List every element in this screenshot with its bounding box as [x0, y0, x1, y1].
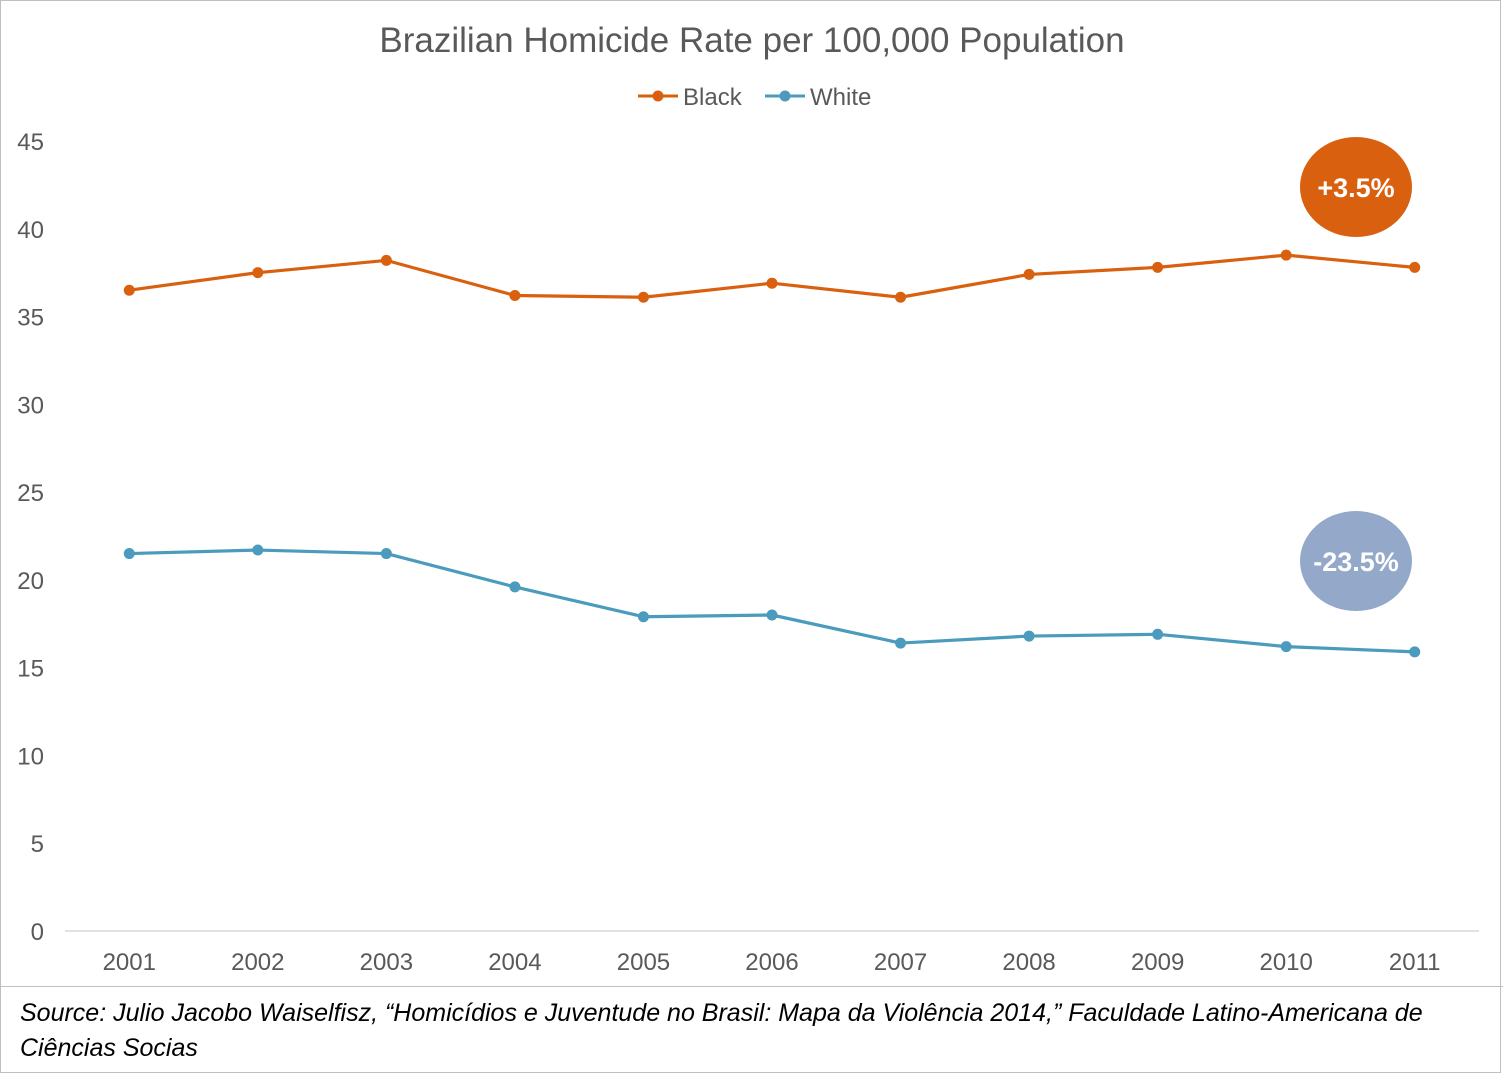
data-point-black [766, 277, 778, 289]
x-tick-label: 2007 [874, 949, 927, 976]
data-point-white [766, 609, 778, 621]
data-point-white [637, 611, 649, 623]
x-tick-label: 2008 [1002, 949, 1055, 976]
data-point-white [252, 544, 264, 556]
data-point-black [380, 254, 392, 266]
legend-item-white: White [765, 84, 871, 111]
data-point-white [1409, 646, 1421, 658]
x-tick-label: 2003 [360, 949, 413, 976]
y-tick-label: 25 [17, 480, 44, 507]
source-citation: Source: Julio Jacobo Waiselfisz, “Homicí… [20, 999, 1423, 1062]
data-point-white [1280, 641, 1292, 653]
data-point-black [637, 291, 649, 303]
data-point-black [123, 284, 135, 296]
legend-item-black: Black [638, 84, 743, 111]
series-black [123, 249, 1421, 303]
legend-label-white: White [810, 84, 871, 111]
x-axis: 2001 2002 2003 2004 2005 2006 2007 2008 2009 2010… [103, 949, 1441, 976]
source-box [0, 986, 1503, 1075]
data-point-white [380, 548, 392, 560]
annotation-white-change: -23.5% [1300, 511, 1412, 611]
data-point-white [895, 637, 907, 649]
x-tick-label: 2011 [1389, 949, 1441, 976]
y-tick-label: 5 [31, 831, 44, 858]
chart: Brazilian Homicide Rate per 100,000 Popu… [17, 21, 1479, 976]
data-point-black [1280, 249, 1292, 261]
x-tick-label: 2001 [103, 949, 156, 976]
x-tick-label: 2002 [231, 949, 284, 976]
annotation-bubble-black [1300, 137, 1412, 237]
series-line-black [129, 253, 1415, 299]
data-point-white [1023, 630, 1035, 642]
legend-label-black: Black [683, 84, 743, 111]
data-point-white [1152, 628, 1164, 640]
annotation-bubble-white [1300, 511, 1412, 611]
data-point-black [1409, 261, 1421, 273]
annotation-black-change: +3.5% [1300, 137, 1412, 237]
y-tick-label: 20 [17, 568, 44, 595]
chart-title: Brazilian Homicide Rate per 100,000 Popu… [379, 21, 1124, 60]
x-tick-label: 2010 [1259, 949, 1312, 976]
series-line-white [129, 548, 1415, 654]
legend: Black White [638, 84, 871, 111]
data-point-black [895, 291, 907, 303]
series-white [123, 544, 1421, 658]
y-tick-label: 30 [17, 392, 44, 419]
data-point-white [123, 548, 135, 560]
y-tick-label: 45 [17, 129, 44, 156]
data-point-black [1023, 268, 1035, 280]
y-tick-label: 0 [31, 919, 44, 946]
data-point-white [509, 581, 521, 593]
series-layer [123, 249, 1421, 658]
y-tick-label: 10 [17, 743, 44, 770]
data-point-black [252, 267, 264, 279]
x-tick-label: 2006 [745, 949, 798, 976]
annotation-label-black: +3.5% [1317, 173, 1394, 203]
data-point-black [1152, 261, 1164, 273]
annotation-label-white: -23.5% [1313, 547, 1399, 577]
legend-marker-white [779, 90, 791, 102]
data-point-black [509, 289, 521, 301]
y-tick-label: 35 [17, 305, 44, 332]
y-axis: 0 5 10 15 20 25 30 35 40 45 [17, 129, 44, 946]
x-tick-label: 2009 [1131, 949, 1184, 976]
x-tick-label: 2005 [617, 949, 670, 976]
y-tick-label: 15 [17, 656, 44, 683]
y-tick-label: 40 [17, 217, 44, 244]
x-tick-label: 2004 [488, 949, 541, 976]
legend-marker-black [652, 90, 664, 102]
